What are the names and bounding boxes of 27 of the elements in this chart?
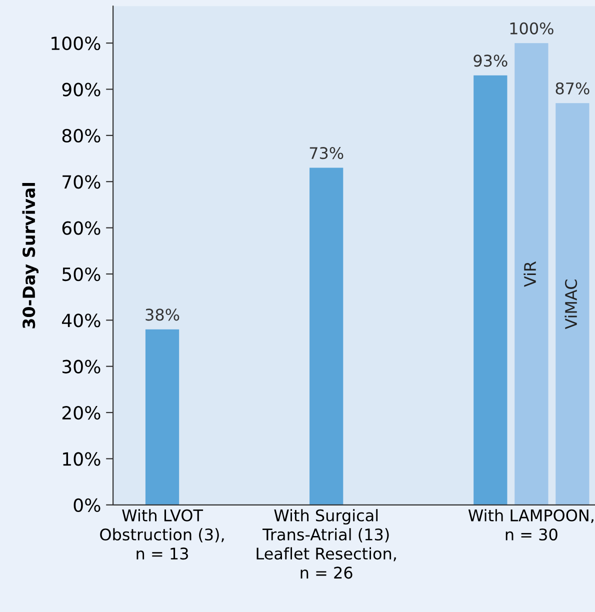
bar (556, 103, 590, 505)
annotation: ViR (524, 261, 536, 287)
y-tick-label: 30% (62, 360, 100, 374)
y-tick-label: 50% (62, 267, 100, 282)
y-tick-label: 70% (62, 175, 100, 189)
x-tick-label: With Surgical Trans-Atrial (13) Leaflet Resection, n = 26 (256, 509, 396, 579)
y-tick-label: 90% (62, 82, 100, 96)
y-tick-label: 40% (62, 314, 100, 328)
y-tick-label: 0% (74, 498, 100, 512)
y-tick-label: 80% (62, 128, 100, 143)
bar (145, 329, 180, 505)
data-label: 93% (474, 54, 508, 67)
y-axis-title: 30-Day Survival (22, 182, 39, 328)
data-label: 87% (556, 82, 590, 94)
y-tick-label: 10% (63, 452, 100, 466)
bar (474, 75, 508, 505)
bar (514, 43, 548, 505)
data-label: 38% (146, 308, 180, 321)
y-tick-label: 20% (62, 406, 100, 420)
x-tick-label: With LAMPOON, n = 30 (468, 509, 594, 541)
annotation: ViMAC (564, 280, 578, 330)
x-tick-label: With LVOT Obstruction (3), n = 13 (100, 509, 224, 560)
data-label: 100% (510, 22, 554, 34)
data-label: 73% (310, 147, 344, 160)
bar (310, 168, 344, 505)
y-tick-label: 100% (52, 36, 100, 50)
y-tick-label: 60% (62, 221, 100, 235)
